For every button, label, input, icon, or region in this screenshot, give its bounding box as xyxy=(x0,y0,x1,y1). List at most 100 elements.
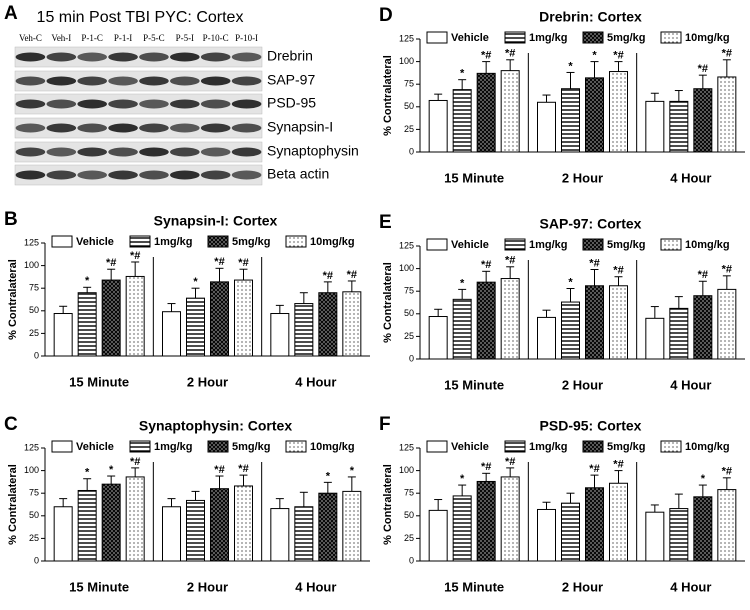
protein-label: SAP-97 xyxy=(267,72,315,88)
significance-label: *# xyxy=(613,459,623,471)
y-tick-label: 0 xyxy=(409,353,414,363)
y-tick-label: 0 xyxy=(34,350,39,360)
legend-label: 10mg/kg xyxy=(685,239,730,251)
significance-label: * xyxy=(109,464,114,476)
legend-swatch xyxy=(660,440,682,453)
legend-label: 5mg/kg xyxy=(232,441,271,453)
significance-label: * xyxy=(592,50,597,62)
blot-strip xyxy=(14,93,263,115)
blot-band xyxy=(15,123,46,133)
y-tick-label: 50 xyxy=(404,510,414,520)
blot-band xyxy=(139,170,169,180)
significance-label: * xyxy=(460,473,465,485)
bar xyxy=(270,313,290,357)
blot-band xyxy=(169,76,200,86)
significance-label: * xyxy=(326,470,331,482)
significance-label: *# xyxy=(106,257,116,269)
blot-band xyxy=(77,76,108,86)
legend-swatch xyxy=(285,235,307,248)
significance-label: *# xyxy=(505,255,515,267)
blot-band xyxy=(231,52,262,62)
blot-strip xyxy=(14,141,263,163)
y-tick-label: 0 xyxy=(409,146,414,156)
panel-letter: A xyxy=(4,3,18,24)
significance-label: *# xyxy=(238,257,248,269)
legend-swatch xyxy=(660,238,682,251)
bar xyxy=(561,88,580,153)
blot-band xyxy=(231,147,262,157)
bar xyxy=(101,483,121,562)
significance-label: *# xyxy=(722,48,732,60)
y-tick-label: 75 xyxy=(404,286,414,296)
bar xyxy=(342,490,362,562)
protein-label: Synaptophysin xyxy=(267,143,359,159)
bar xyxy=(452,89,472,153)
blot-band xyxy=(108,99,138,109)
y-tick-label: 25 xyxy=(404,124,414,134)
bar xyxy=(561,502,580,562)
y-tick-label: 25 xyxy=(404,533,414,543)
x-tick-label: 2 Hour xyxy=(562,579,603,594)
legend-label: 10mg/kg xyxy=(310,236,355,248)
x-tick-label: 2 Hour xyxy=(562,377,603,392)
legend-swatch xyxy=(207,235,229,248)
y-tick-label: 75 xyxy=(29,283,39,293)
bar xyxy=(428,509,448,562)
legend-swatch xyxy=(504,440,526,453)
y-axis-label: % Contralateral xyxy=(7,259,19,340)
bar xyxy=(717,489,737,562)
blot-band xyxy=(231,76,262,86)
bar xyxy=(609,482,628,562)
legend-swatch xyxy=(51,440,73,453)
significance-label: *# xyxy=(214,256,224,268)
y-tick-label: 75 xyxy=(404,79,414,89)
blot-band xyxy=(139,52,169,62)
blot-band xyxy=(139,76,169,86)
legend-label: 5mg/kg xyxy=(607,441,646,453)
blot-band xyxy=(46,170,77,180)
blot-band xyxy=(108,170,138,180)
bar xyxy=(77,489,97,562)
bar xyxy=(342,291,362,357)
significance-label: *# xyxy=(214,464,224,476)
y-tick-label: 75 xyxy=(404,488,414,498)
bar xyxy=(645,317,665,360)
chart-title: SAP-97: Cortex xyxy=(540,216,642,232)
y-axis-label: % Contralateral xyxy=(382,55,394,136)
bar xyxy=(500,278,520,360)
blot-band xyxy=(200,99,231,109)
bar xyxy=(294,303,314,357)
bar xyxy=(125,275,145,357)
bar xyxy=(294,506,314,562)
bar xyxy=(234,485,253,562)
bar xyxy=(500,70,520,153)
panel-letter: E xyxy=(379,212,392,233)
panel-letter: C xyxy=(4,414,18,435)
y-tick-label: 125 xyxy=(399,442,414,452)
significance-label: * xyxy=(193,276,198,288)
significance-label: *# xyxy=(481,259,491,271)
bar xyxy=(452,298,472,360)
bar xyxy=(162,506,181,562)
blot-band xyxy=(169,52,200,62)
blot-band xyxy=(15,76,46,86)
x-tick-label: 15 Minute xyxy=(69,374,129,389)
significance-label: * xyxy=(85,467,90,479)
y-tick-label: 100 xyxy=(24,465,39,475)
x-tick-label: 4 Hour xyxy=(295,374,336,389)
bar xyxy=(318,292,338,357)
panel-letter: B xyxy=(4,209,18,230)
significance-label: *# xyxy=(613,265,623,277)
blot-band xyxy=(77,52,108,62)
blot-band xyxy=(15,52,46,62)
chart-panel: C Synaptophysin: Cortex % Contralateral 0 25… xyxy=(4,414,370,594)
bar xyxy=(561,301,580,360)
legend-label: 1mg/kg xyxy=(529,441,568,453)
significance-label: *# xyxy=(589,463,599,475)
lane-label: P-10-C xyxy=(203,33,229,43)
x-tick-label: 4 Hour xyxy=(670,579,711,594)
significance-label: *# xyxy=(613,50,623,62)
chart-panel: E SAP-97: Cortex % Contralateral 0 25 50 75 100… xyxy=(379,212,745,392)
legend-swatch xyxy=(582,440,604,453)
significance-label: *# xyxy=(698,269,708,281)
